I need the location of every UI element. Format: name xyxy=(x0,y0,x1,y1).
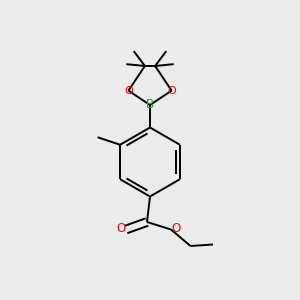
Text: O: O xyxy=(116,222,125,236)
Text: O: O xyxy=(171,222,180,235)
Text: O: O xyxy=(124,85,133,96)
Text: O: O xyxy=(167,85,176,96)
Text: B: B xyxy=(146,98,154,112)
